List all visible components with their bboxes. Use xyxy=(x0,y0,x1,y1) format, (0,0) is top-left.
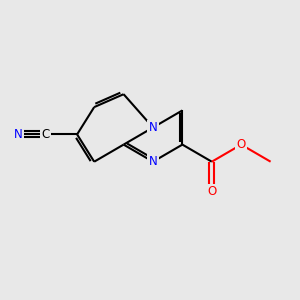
Text: N: N xyxy=(148,121,158,134)
Text: O: O xyxy=(237,138,246,151)
Text: O: O xyxy=(207,185,216,198)
Text: C: C xyxy=(41,128,50,141)
Text: N: N xyxy=(148,155,158,168)
Text: N: N xyxy=(14,128,23,141)
